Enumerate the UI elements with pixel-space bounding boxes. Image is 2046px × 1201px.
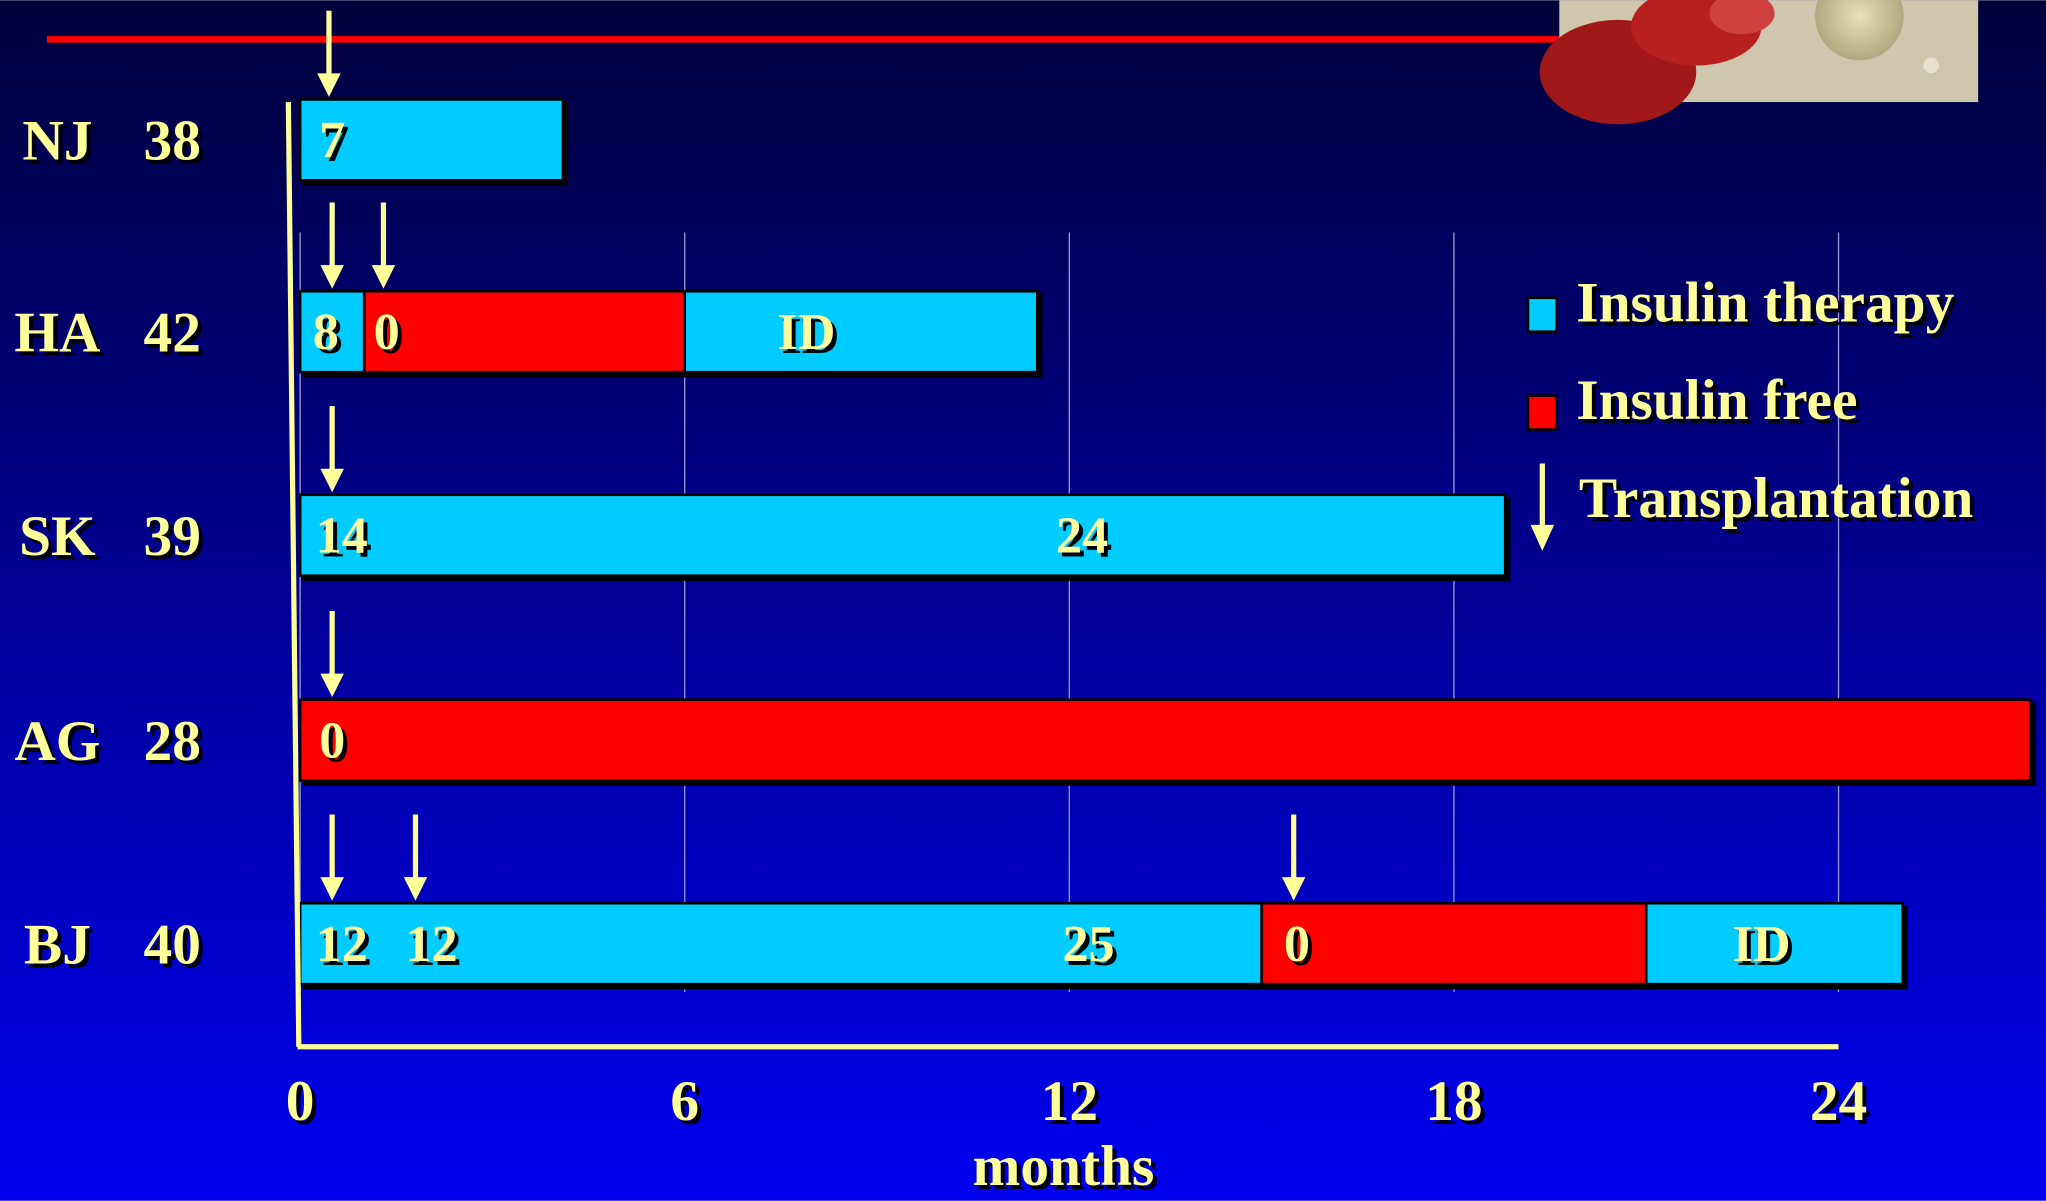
arrow-head — [320, 265, 344, 289]
x-tick-label: 12 — [1041, 1070, 1098, 1133]
x-tick-label: 0 — [286, 1070, 315, 1133]
segment-note: 24 — [1056, 506, 1108, 564]
transplant-arrow — [317, 10, 341, 97]
legend-swatch — [1526, 296, 1558, 334]
arrow-head — [320, 877, 344, 901]
legend-label: Insulin free — [1576, 369, 1857, 432]
x-tick-label: 6 — [670, 1070, 699, 1133]
row-label: NJ — [22, 110, 92, 173]
segment-note: 25 — [1062, 915, 1114, 973]
transplant-arrow — [320, 610, 344, 698]
transplant-arrow — [403, 814, 428, 901]
legend-swatch — [1526, 394, 1558, 431]
row-label: SK — [19, 505, 96, 568]
transplant-arrow — [1281, 814, 1306, 901]
segment-note: 0 — [1284, 915, 1310, 973]
arrow-head — [1281, 877, 1306, 901]
row-age: 39 — [144, 505, 201, 568]
bar-segment — [298, 289, 366, 374]
arrow-head — [403, 877, 428, 901]
bars — [298, 98, 2033, 986]
segment-note: ID — [1733, 915, 1791, 973]
transplant-arrow — [320, 202, 344, 289]
segment-note: 7 — [319, 111, 345, 169]
bar-segment — [298, 493, 1507, 578]
row-age: 28 — [144, 710, 201, 773]
arrow-head — [320, 673, 344, 698]
row-age: 42 — [144, 301, 201, 364]
transplant-arrow — [320, 406, 344, 493]
y-axis — [285, 102, 302, 1047]
arrow-head — [1530, 524, 1555, 551]
segment-note: 0 — [319, 711, 345, 769]
bar-segment — [683, 289, 1039, 374]
segment-note: ID — [778, 303, 836, 361]
legend-marker — [1530, 463, 1555, 551]
row-label: HA — [14, 301, 101, 364]
bar-segment — [298, 98, 565, 182]
legend: Insulin therapy Insulin free Transplantati… — [1526, 271, 1974, 551]
bar-segment — [298, 698, 2033, 782]
segment-note: 12 — [405, 915, 457, 973]
x-axis-label: months — [973, 1135, 1155, 1198]
bar-segment — [1260, 901, 1648, 986]
photo — [1539, 0, 1979, 125]
row-label: BJ — [24, 913, 91, 976]
x-tick-label: 18 — [1425, 1070, 1482, 1133]
transplant-arrow — [320, 814, 344, 901]
arrow-head — [320, 468, 344, 493]
legend-label: Insulin therapy — [1576, 271, 1954, 334]
bar-segment — [362, 289, 687, 374]
segment-note: 12 — [316, 915, 368, 973]
bar-segment — [1644, 901, 1904, 986]
row-age: 38 — [144, 110, 201, 173]
segment-note: 14 — [316, 506, 368, 564]
segment-note: 8 — [313, 303, 339, 361]
bar-segment — [298, 901, 1263, 986]
legend-label: Transplantation — [1579, 467, 1974, 530]
transplant-arrow — [371, 202, 396, 289]
arrow-head — [371, 265, 396, 289]
row-label: AG — [14, 710, 100, 773]
arrow-head — [317, 73, 341, 97]
row-age: 40 — [144, 913, 201, 976]
segment-note: 0 — [374, 303, 400, 361]
x-tick-label: 24 — [1810, 1070, 1867, 1133]
